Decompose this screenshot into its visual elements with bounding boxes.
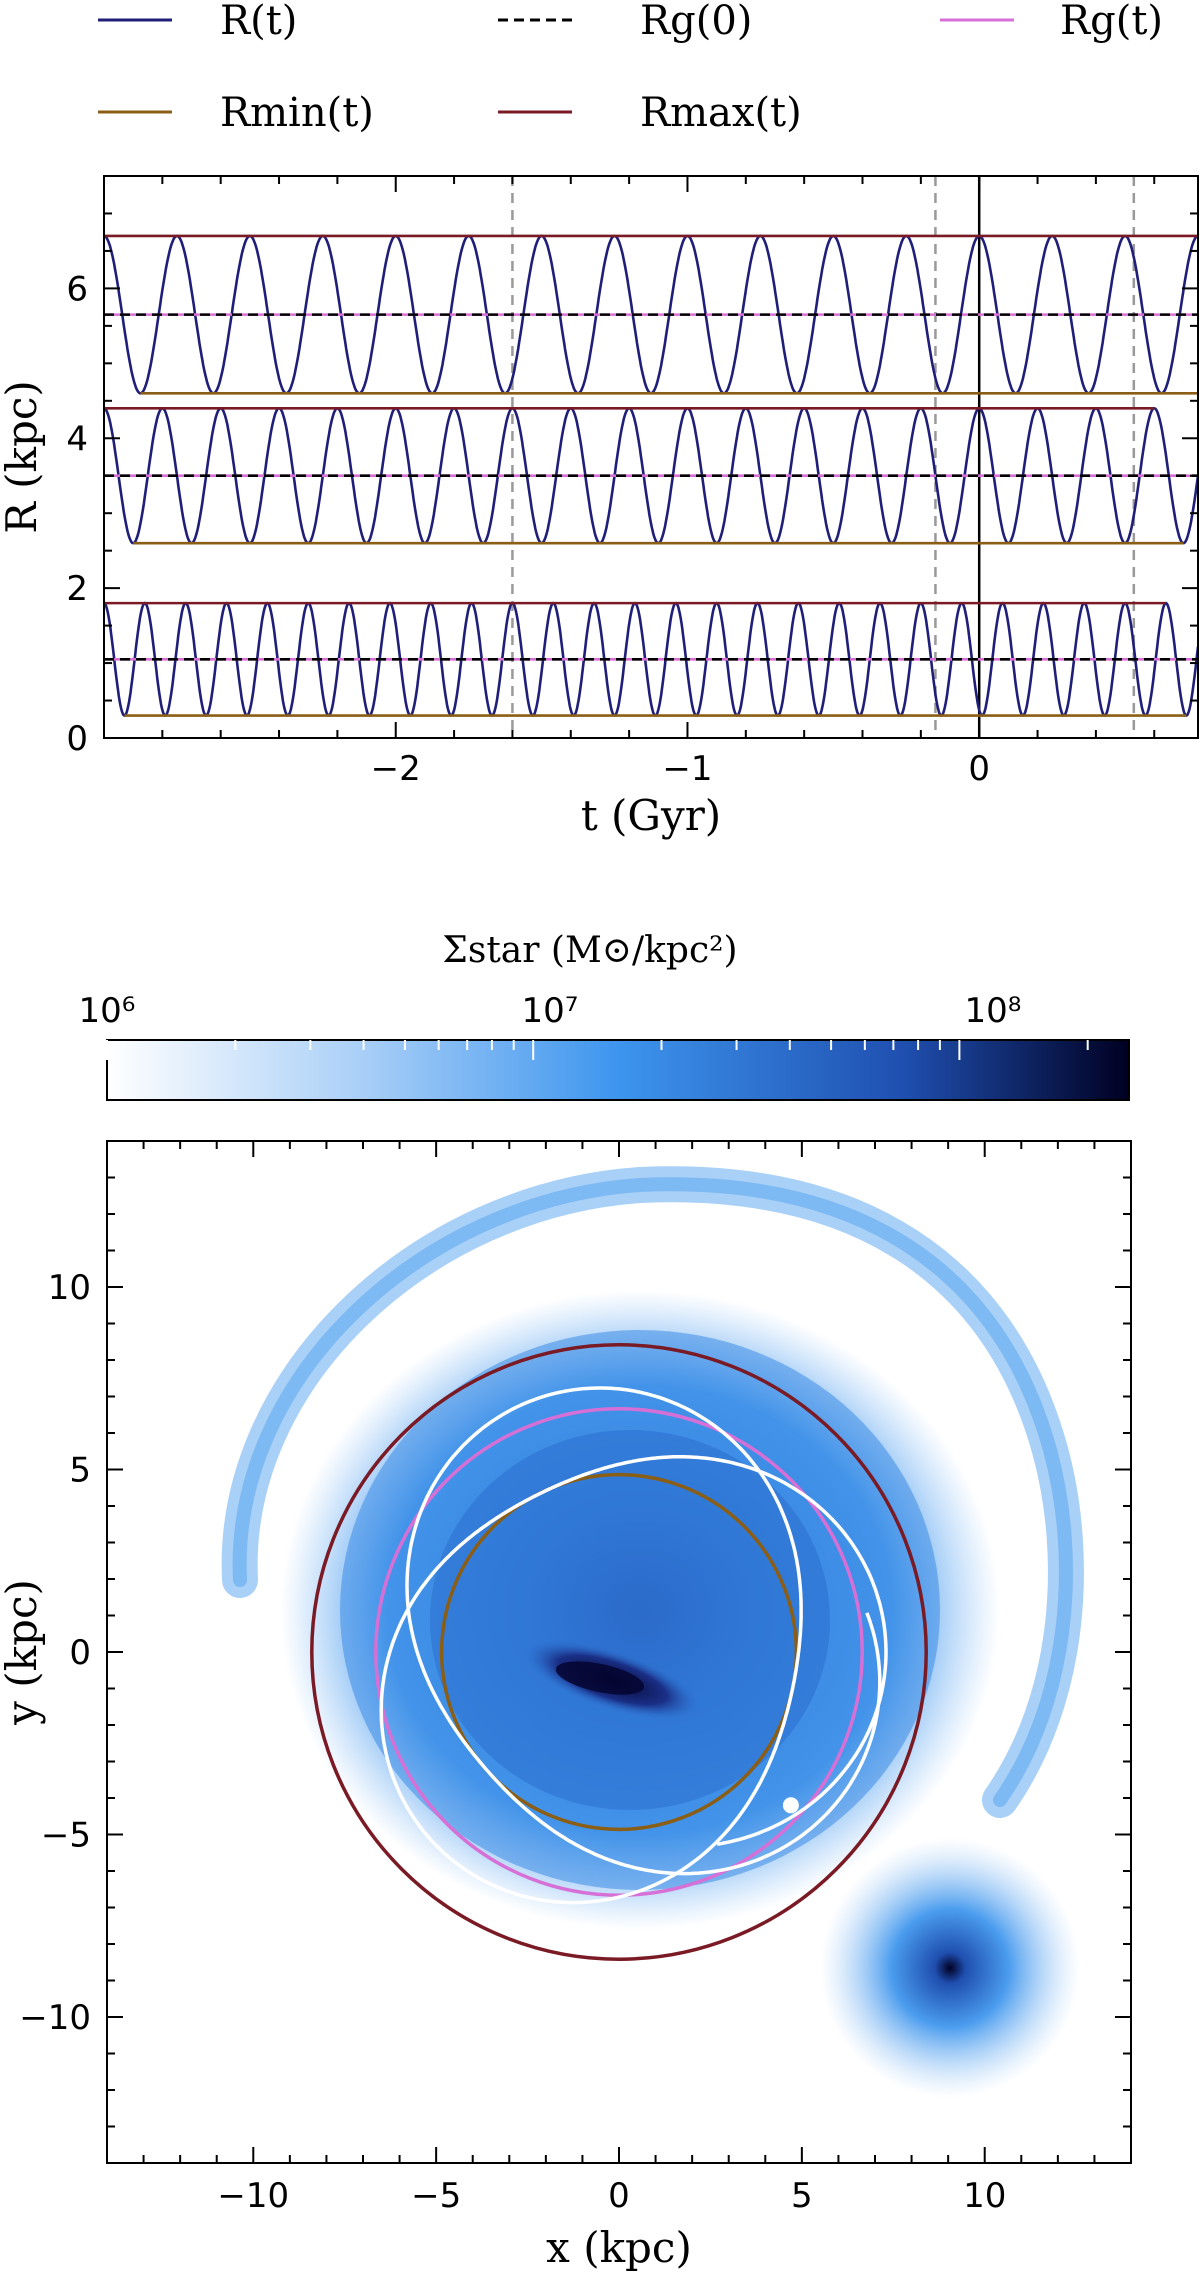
radius-curve-orbit-1 — [104, 601, 1198, 717]
legend-item-rmax: Rmax(t) — [498, 90, 802, 136]
bottom-y-tick-label: −10 — [19, 1998, 91, 2038]
orbit-current-position — [782, 1797, 799, 1814]
colorbar-label: Σstar (M⊙/kpc²) — [442, 930, 737, 971]
bottom-y-tick-label: 10 — [48, 1268, 91, 1308]
colorbar-gradient — [106, 1039, 1130, 1101]
circle-rmin — [439, 1472, 799, 1832]
colorbar: Σstar (M⊙/kpc²) 10⁶ 10⁷ 10⁸ — [79, 930, 1130, 1101]
bottom-y-tick-label: 5 — [69, 1451, 91, 1491]
legend-label-rmax: Rmax(t) — [640, 90, 802, 136]
legend-item-r: R(t) — [98, 0, 297, 44]
colorbar-tick-1e8: 10⁸ — [965, 991, 1022, 1031]
bottom-x-tick-label: 0 — [608, 2176, 630, 2216]
top-y-axis-label: R (kpc) — [0, 380, 46, 534]
legend-label-rmin: Rmin(t) — [220, 90, 374, 136]
bottom-x-tick-label: 10 — [963, 2176, 1006, 2216]
top-y-tick-label: 4 — [66, 419, 88, 459]
top-x-axis-label: t (Gyr) — [581, 791, 721, 840]
colorbar-tick-1e7: 10⁷ — [522, 991, 579, 1031]
legend-item-rgt: Rg(t) — [940, 0, 1163, 44]
top-y-tick-label: 0 — [66, 719, 88, 759]
orbit-overlay — [310, 1343, 928, 1961]
colorbar-tick-1e6: 10⁶ — [79, 991, 136, 1031]
legend: R(t) Rg(0) Rg(t) Rmin(t) Rmax(t) — [98, 0, 1163, 136]
density-map — [107, 1141, 1131, 2163]
top-x-tick-label: −2 — [371, 749, 421, 789]
circle-rmax — [310, 1343, 928, 1961]
bottom-x-tick-label: −10 — [217, 2176, 289, 2216]
bottom-y-tick-label: −5 — [41, 1816, 91, 1856]
colorbar-ticks — [106, 1040, 1089, 1060]
bottom-x-axis-label: x (kpc) — [546, 2223, 692, 2271]
legend-item-rmin: Rmin(t) — [98, 90, 374, 136]
top-plot-frame — [103, 175, 1199, 739]
radius-curve-orbit-2 — [104, 406, 1198, 545]
legend-label-rgt: Rg(t) — [1060, 0, 1163, 44]
surface-density-panel: −10 −5 0 5 10 −10 −5 0 5 10 x (kpc) y (kpc) — [0, 1140, 1132, 2271]
top-y-tick-label: 2 — [66, 569, 88, 609]
legend-item-rg0: Rg(0) — [498, 0, 752, 44]
bottom-y-tick-label: 0 — [69, 1633, 91, 1673]
top-x-tick-label: 0 — [968, 749, 990, 789]
bottom-x-tick-label: 5 — [791, 2176, 813, 2216]
top-axis-ticks: −2 −1 0 0 2 4 6 — [66, 175, 1198, 789]
radius-time-panel: −2 −1 0 0 2 4 6 t (Gyr) R (kpc) — [0, 175, 1199, 840]
bottom-y-axis-label: y (kpc) — [0, 1579, 46, 1726]
bottom-x-tick-label: −5 — [411, 2176, 461, 2216]
radius-plot-area — [104, 176, 1198, 738]
bottom-axis-ticks: −10 −5 0 5 10 −10 −5 0 5 10 — [19, 1140, 1132, 2216]
top-x-tick-label: −1 — [662, 749, 712, 789]
legend-label-rg0: Rg(0) — [640, 0, 752, 44]
top-y-tick-label: 6 — [66, 269, 88, 309]
satellite-galaxy — [820, 1838, 1080, 2098]
circle-rg — [374, 1407, 864, 1897]
stellar-orbit-track — [379, 1386, 888, 1905]
legend-label-r: R(t) — [220, 0, 297, 44]
